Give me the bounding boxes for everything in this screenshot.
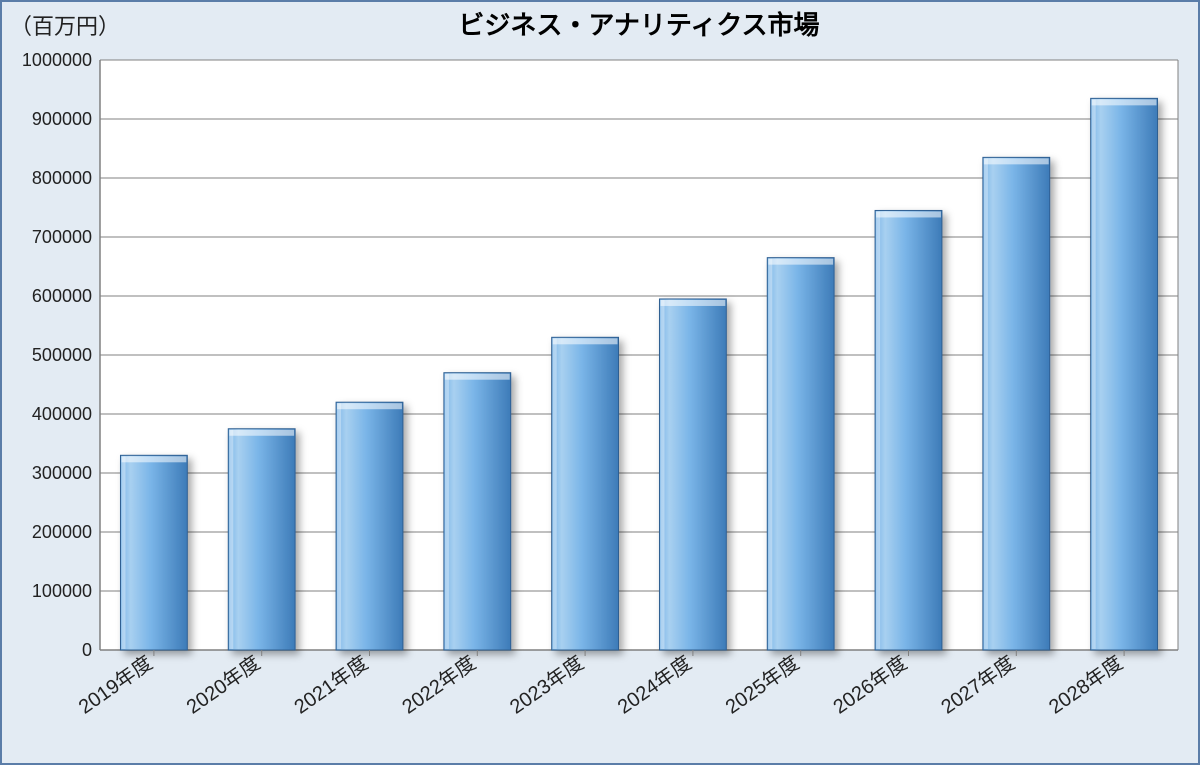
y-tick-label: 600000 — [32, 286, 92, 306]
y-tick-label: 200000 — [32, 522, 92, 542]
bar — [767, 258, 834, 650]
bar — [444, 373, 511, 650]
y-tick-label: 400000 — [32, 404, 92, 424]
bar — [336, 402, 403, 650]
y-tick-label: 1000000 — [22, 50, 92, 70]
bar — [120, 455, 187, 650]
y-tick-label: 800000 — [32, 168, 92, 188]
y-tick-label: 0 — [82, 640, 92, 660]
bar — [659, 299, 726, 650]
chart-title: ビジネス・アナリティクス市場 — [458, 10, 819, 40]
y-tick-label: 700000 — [32, 227, 92, 247]
bar — [1091, 98, 1158, 650]
bar-chart: 0 100000 200000 300000 400000 500000 600000 700… — [0, 0, 1200, 765]
chart-container: 0 100000 200000 300000 400000 500000 600000 700… — [0, 0, 1200, 765]
y-axis-unit-label: （百万円） — [10, 14, 120, 39]
bar — [983, 157, 1050, 650]
y-tick-label: 900000 — [32, 109, 92, 129]
bar — [228, 429, 295, 650]
y-tick-label: 500000 — [32, 345, 92, 365]
y-tick-label: 300000 — [32, 463, 92, 483]
bar — [875, 210, 942, 650]
y-tick-label: 100000 — [32, 581, 92, 601]
bar — [552, 337, 619, 650]
